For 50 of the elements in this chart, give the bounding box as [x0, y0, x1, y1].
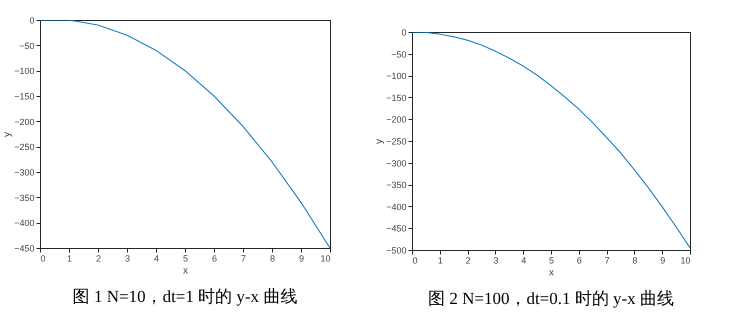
x-tick-label: 7	[604, 256, 610, 266]
y-tick-label: −50	[19, 40, 34, 51]
x-tick-label: 0	[40, 254, 46, 264]
x-tick-label: 2	[466, 256, 471, 266]
y-tick-label: −350	[14, 192, 34, 203]
y-tick-label: 0	[29, 16, 34, 26]
x-tick-label: 10	[320, 254, 330, 264]
y-tick-label: −200	[14, 116, 34, 127]
y-tick-label: −450	[386, 224, 406, 234]
x-tick-label: 2	[96, 254, 102, 264]
x-axis-title: x	[183, 266, 188, 276]
y-tick-label: −450	[14, 244, 34, 254]
caption: 图 2 N=100，dt=0.1 时的 y-x 曲线	[428, 289, 674, 308]
x-tick-label: 3	[124, 254, 130, 264]
line-series	[412, 32, 690, 248]
y-tick-label: −400	[14, 218, 34, 228]
x-tick-label: 0	[412, 256, 418, 266]
x-tick-label: 7	[240, 254, 246, 264]
x-tick-label: 5	[182, 254, 188, 264]
x-tick-label: 9	[298, 254, 304, 264]
y-tick-label: −250	[386, 136, 406, 146]
x-tick-label: 4	[521, 256, 526, 266]
y-tick-label: −300	[14, 168, 34, 178]
y-tick-label: 0	[401, 28, 406, 38]
y-axis-title: y	[2, 132, 14, 137]
y-tick-label: −100	[386, 71, 406, 82]
y-tick-label: −150	[386, 92, 406, 103]
y-tick-label: −150	[14, 92, 34, 102]
y-tick-label: −500	[386, 246, 406, 256]
y-tick-label: −300	[386, 158, 406, 168]
y-tick-label: −400	[386, 202, 406, 212]
y-tick-label: −250	[14, 142, 34, 152]
x-tick-label: 10	[680, 256, 690, 266]
y-axis-title: y	[374, 139, 386, 144]
x-tick-label: 6	[212, 254, 218, 264]
y-tick-label: −50	[391, 49, 406, 60]
y-tick-label: −350	[386, 180, 406, 190]
x-tick-label: 1	[438, 256, 443, 266]
caption: 图 1 N=10，dt=1 时的 y-x 曲线	[72, 287, 298, 306]
x-axis-title: x	[549, 268, 554, 278]
x-tick-label: 8	[270, 254, 276, 264]
x-tick-label: 4	[154, 254, 160, 264]
x-tick-label: 6	[576, 256, 582, 266]
x-tick-label: 8	[632, 256, 638, 266]
x-tick-label: 5	[548, 256, 554, 266]
x-tick-label: 3	[493, 256, 498, 266]
x-tick-label: 9	[660, 256, 666, 266]
x-tick-label: 1	[66, 254, 72, 264]
y-tick-label: −100	[14, 66, 34, 76]
y-tick-label: −200	[386, 114, 406, 125]
